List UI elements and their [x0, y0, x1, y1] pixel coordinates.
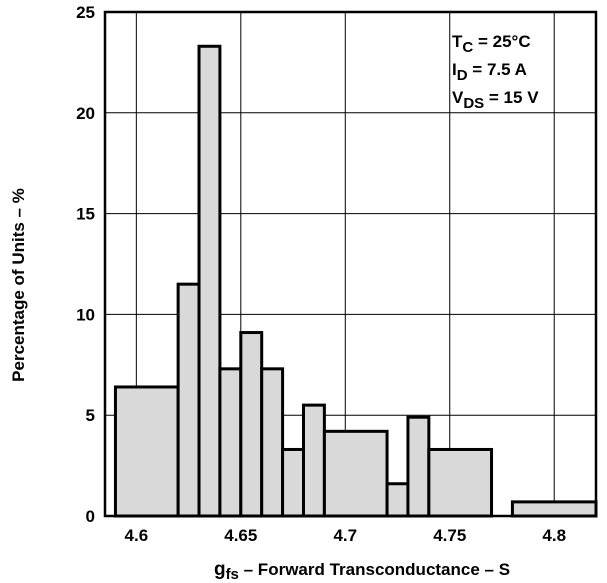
histogram-bars	[113, 44, 598, 518]
annotation-vds: VDS = 15 V	[452, 88, 539, 112]
histogram-bar-0	[113, 385, 180, 518]
x-axis-label-text: – Forward Transconductance – S	[239, 560, 510, 579]
x-tick-label-4: 4.8	[542, 526, 566, 545]
annotation-tc: TC = 25°C	[452, 32, 531, 56]
histogram-bar-3	[218, 367, 243, 518]
x-tick-label-1: 4.65	[224, 526, 257, 545]
annotation-id: ID = 7.5 A	[452, 60, 527, 84]
y-tick-label-0: 0	[86, 507, 95, 526]
plot-frame	[103, 10, 598, 518]
y-axis-label: Percentage of Units – %	[9, 188, 28, 382]
histogram-bar-8	[322, 429, 389, 518]
histogram-bar-5	[260, 367, 285, 518]
y-tick-label-5: 25	[76, 3, 95, 22]
x-axis-label-symbol: g	[214, 559, 226, 580]
y-tick-labels: 0 5 10 15 20 25	[76, 3, 95, 526]
y-tick-label-4: 20	[76, 104, 95, 123]
histogram-bar-12	[510, 500, 598, 518]
histogram-bar-4	[239, 331, 264, 518]
histogram-bar-2	[197, 44, 222, 518]
y-tick-label-3: 15	[76, 205, 95, 224]
histogram-bar-6	[281, 447, 305, 518]
test-conditions: TC = 25°C ID = 7.5 A VDS = 15 V	[452, 32, 539, 112]
x-tick-label-2: 4.7	[333, 526, 357, 545]
histogram-bar-9	[385, 482, 410, 518]
y-tick-label-2: 10	[76, 305, 95, 324]
x-tick-label-3: 4.75	[433, 526, 466, 545]
y-tick-label-1: 5	[86, 406, 95, 425]
x-tick-label-0: 4.6	[125, 526, 149, 545]
histogram-bar-10	[406, 415, 431, 518]
x-axis-label-subscript: fs	[226, 566, 239, 583]
histogram-bar-11	[427, 447, 494, 518]
histogram-bar-1	[176, 282, 201, 518]
x-axis-label: gfs – Forward Transconductance – S	[214, 559, 510, 583]
x-tick-labels: 4.6 4.65 4.7 4.75 4.8	[125, 526, 567, 545]
histogram-bar-7	[301, 403, 326, 518]
